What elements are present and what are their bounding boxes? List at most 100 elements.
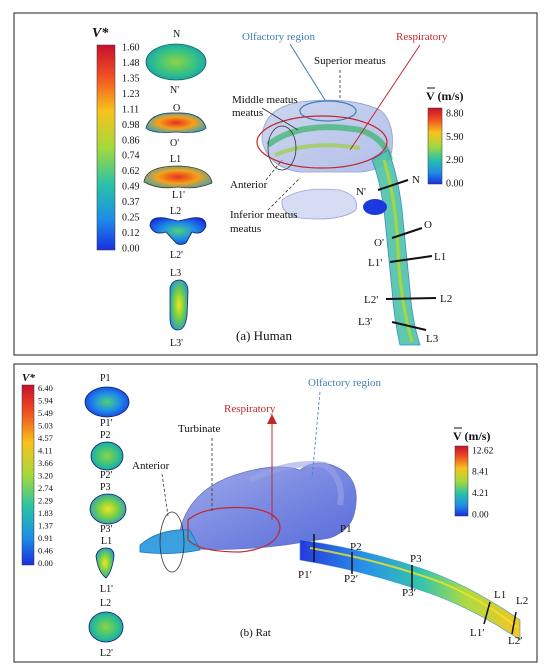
human-velocity-tick-2: 2.90	[446, 155, 464, 166]
human-cut-lines: N' N O' O L1' L1 L2' L2 L3' L3	[356, 174, 452, 345]
cut-label-l3-prime: L3'	[358, 316, 372, 328]
label-turbinate: Turbinate	[178, 423, 220, 435]
human-velocity-tick-0: 8.80	[446, 109, 464, 120]
rat-vstar-legend-title: V*	[22, 372, 35, 384]
label-respiratory-rat: Respiratory	[224, 403, 276, 415]
anterior-leader-rat	[161, 473, 169, 517]
cut-label-p3-prime: P3′	[402, 587, 416, 599]
olfactory-leader-rat	[311, 391, 321, 479]
rat-cut-lines: P1 P1′ P2 P2′ P3 P3′ L1 L1′ L2 L2′	[298, 523, 528, 647]
cut-label-p3: P3	[410, 553, 422, 565]
human-vstar-tick-4: 1.11	[122, 104, 139, 115]
rat-vstar-tick-8: 2.74	[38, 483, 54, 493]
rat-velocity-tick-3: 0.00	[472, 510, 489, 520]
rat-section-label-p2: P2	[100, 430, 111, 441]
rat-cross-sections: P1 P1' P2 P2' P3 P3' L1 L1' L2 L2'	[84, 373, 130, 659]
rat-caption: (b) Rat	[240, 627, 271, 639]
rat-velocity-legend: V (m/s) 12.62 8.41 4.21 0.00	[453, 427, 494, 520]
human-vstar-tick-13: 0.00	[122, 244, 140, 255]
cut-label-l2-prime: L2'	[364, 294, 378, 306]
rat-velocity-tick-1: 8.41	[472, 468, 489, 478]
rat-vstar-tick-11: 1.37	[38, 520, 53, 530]
human-section-label-o-prime: O'	[170, 138, 179, 149]
label-anterior-rat: Anterior	[132, 460, 170, 472]
human-vstar-tick-6: 0.86	[122, 135, 140, 146]
rat-velocity-ticks: 12.62 8.41 4.21 0.00	[472, 446, 494, 520]
label-middle-meatus-2: meatus	[232, 107, 263, 119]
rat-vstar-tick-1: 5.94	[38, 395, 54, 405]
label-olfactory-human: Olfactory region	[242, 31, 315, 43]
cut-label-p1-prime: P1′	[298, 569, 312, 581]
rat-vstar-tick-0: 6.40	[38, 383, 53, 393]
human-vstar-tick-10: 0.37	[122, 197, 140, 208]
rat-section-label-p3-prime: P3'	[100, 524, 113, 535]
human-section-o	[145, 112, 207, 133]
cut-label-l1-prime: L1'	[368, 257, 382, 269]
human-vstar-tick-7: 0.74	[122, 151, 140, 162]
human-vstar-tick-11: 0.25	[122, 213, 140, 224]
rat-vstar-tick-13: 0.46	[38, 545, 53, 555]
human-vstar-tick-12: 0.12	[122, 228, 140, 239]
label-middle-meatus: Middle meatus	[232, 94, 298, 106]
anterior-ellipse-rat	[159, 511, 185, 573]
human-section-label-l2-prime: L2'	[170, 250, 183, 261]
rat-vstar-tick-9: 2.29	[38, 495, 53, 505]
rat-section-label-p2-prime: P2'	[100, 470, 113, 481]
rat-vstar-tick-6: 3.66	[38, 458, 53, 468]
cut-label-o: O	[424, 219, 432, 231]
human-velocity-tick-1: 5.90	[446, 132, 464, 143]
panel-human: V* 1.60 1.48 1.35 1.23 1.11 0.98 0.86 0.74 0.62 0…	[13, 12, 538, 356]
rat-section-label-l1: L1	[101, 536, 112, 547]
rat-section-label-p3: P3	[100, 482, 111, 493]
human-vstar-tick-1: 1.48	[122, 58, 140, 69]
human-section-label-l1-prime: L1'	[172, 190, 185, 201]
human-section-label-l3-prime: L3'	[170, 338, 183, 349]
rat-section-l1	[95, 547, 115, 579]
cut-label-l3: L3	[426, 333, 439, 345]
human-section-label-l2: L2	[170, 206, 181, 217]
rat-airway-body	[179, 462, 357, 550]
cut-label-l2-rat: L2	[516, 595, 528, 607]
human-annotations: Olfactory region Respiratory Superior me…	[230, 31, 448, 235]
middle-leader	[261, 107, 299, 131]
cut-label-p1: P1	[340, 523, 352, 535]
human-velocity-ticks: 8.80 5.90 2.90 0.00	[446, 109, 464, 190]
cut-l1	[389, 255, 433, 263]
respiratory-ellipse-human	[256, 115, 388, 169]
cut-l2	[385, 297, 437, 300]
label-respiratory-human: Respiratory	[396, 31, 448, 43]
rat-section-label-l2: L2	[100, 598, 111, 609]
cut-label-l1-prime-rat: L1′	[470, 627, 485, 639]
cut-label-l2: L2	[440, 293, 452, 305]
human-vstar-tick-9: 0.49	[122, 182, 140, 193]
anterior-leader-human	[265, 159, 283, 181]
rat-section-p1	[84, 386, 130, 418]
respiratory-arrowhead	[267, 414, 277, 424]
human-cross-sections: N N' O O' L1 L1' L2 L2' L3 L3'	[143, 29, 213, 349]
cut-l1-rat	[483, 601, 491, 625]
respiratory-outline-rat	[187, 506, 281, 553]
human-section-l3	[169, 279, 189, 331]
human-vstar-tick-2: 1.35	[122, 73, 140, 84]
respiratory-leader-human	[349, 44, 421, 151]
human-vstar-colorbar	[96, 44, 116, 251]
rat-vstar-tick-2: 5.49	[38, 408, 53, 418]
human-section-l2	[149, 217, 207, 245]
human-vstar-ticks: 1.60 1.48 1.35 1.23 1.11 0.98 0.86 0.74 0.62 0.49…	[122, 43, 140, 255]
human-vstar-tick-5: 0.98	[122, 120, 140, 131]
cut-l3	[391, 321, 427, 331]
rat-trachea-stream	[299, 539, 521, 641]
rat-section-p3	[89, 493, 127, 525]
human-vstar-tick-3: 1.23	[122, 89, 140, 100]
rat-velocity-tick-0: 12.62	[472, 446, 494, 456]
human-vstar-legend-title: V*	[92, 26, 109, 41]
anterior-ellipse-human	[267, 125, 297, 171]
inferior-leader	[267, 177, 301, 211]
rat-section-label-l1-prime: L1'	[100, 584, 113, 595]
human-velocity-colorbar	[427, 107, 443, 185]
rat-section-p2	[90, 441, 124, 471]
olfactory-ellipse-human	[299, 100, 357, 122]
rat-velocity-tick-2: 4.21	[472, 489, 489, 499]
human-section-n	[145, 43, 207, 81]
rat-vstar-tick-5: 4.11	[38, 445, 53, 455]
